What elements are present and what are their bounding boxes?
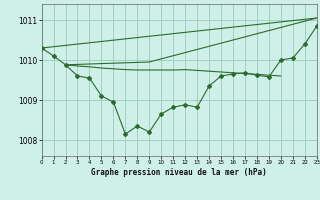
X-axis label: Graphe pression niveau de la mer (hPa): Graphe pression niveau de la mer (hPa)	[91, 168, 267, 177]
